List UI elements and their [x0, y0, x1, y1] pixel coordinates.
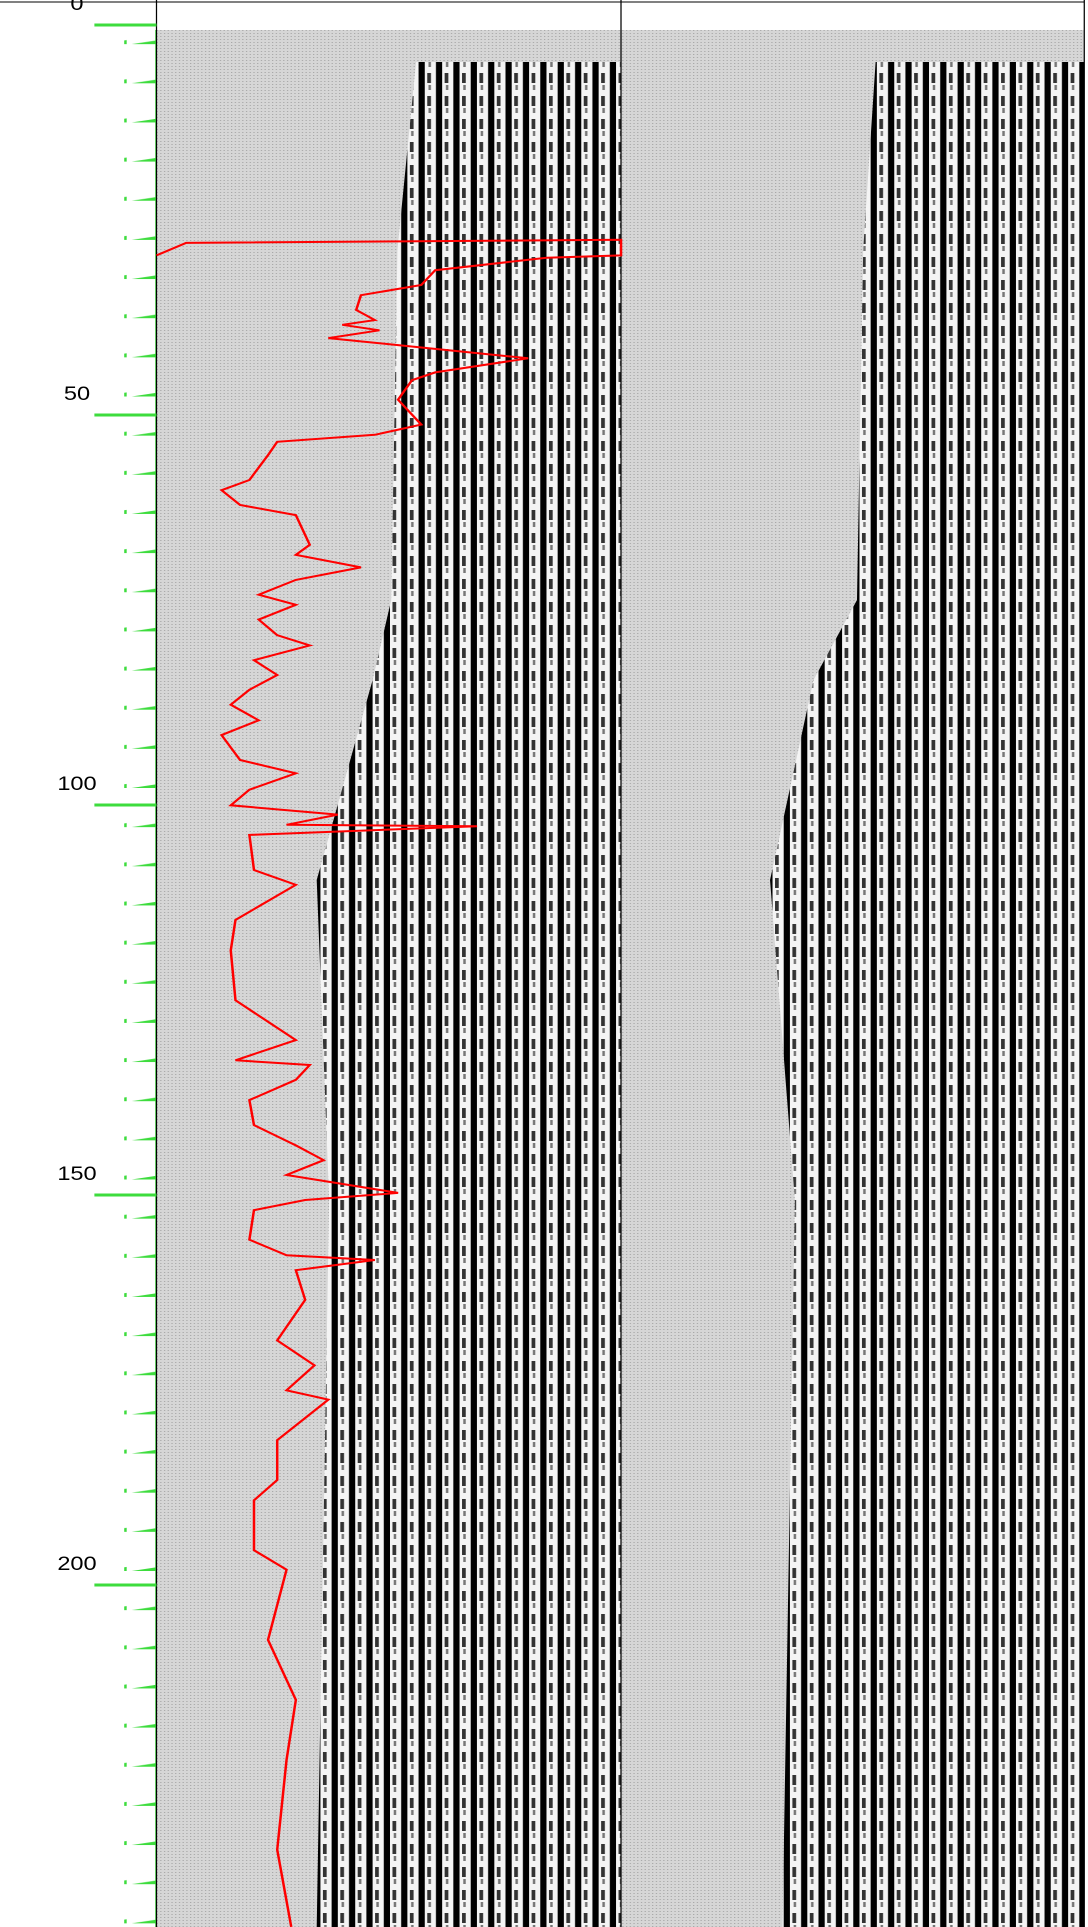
log-curve: [155, 238, 623, 1927]
waveform-image-2: [770, 62, 1085, 1927]
minor-ticks: [124, 30, 157, 1927]
y-tick-label: 50: [64, 383, 90, 404]
y-tick-label: 150: [57, 1163, 96, 1184]
y-tick-label: 100: [57, 773, 96, 794]
waveform-image-1: [316, 62, 622, 1927]
y-tick-label: 200: [57, 1553, 96, 1574]
y-tick-label: 0: [70, 0, 83, 14]
